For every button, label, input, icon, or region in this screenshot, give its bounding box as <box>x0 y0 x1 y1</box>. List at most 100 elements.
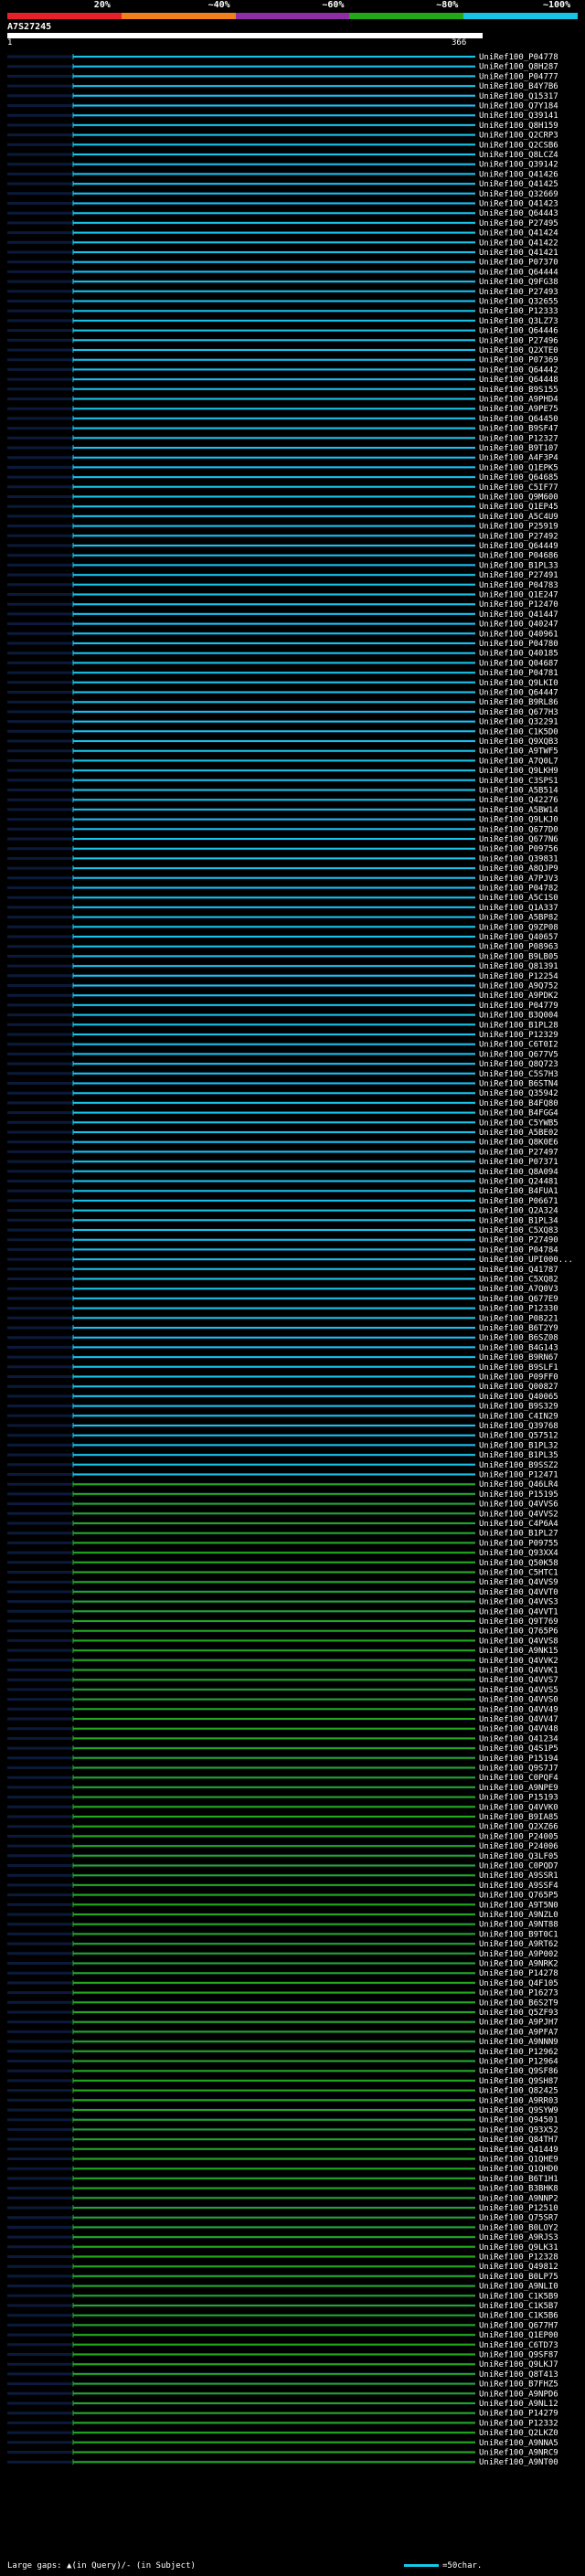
hit-row[interactable]: UniRef100_B4FQ80 <box>7 1099 558 1108</box>
hit-row[interactable]: UniRef100_P27492 <box>7 532 558 541</box>
hit-row[interactable]: UniRef100_Q50K58 <box>7 1559 558 1568</box>
hit-row[interactable]: UniRef100_Q9SF86 <box>7 2067 558 2076</box>
hit-row[interactable]: UniRef100_B4Y7B6 <box>7 82 558 91</box>
hit-row[interactable]: UniRef100_A5C4U9 <box>7 513 558 522</box>
hit-row[interactable]: UniRef100_P06671 <box>7 1197 558 1206</box>
hit-row[interactable]: UniRef100_Q677H7 <box>7 2321 558 2330</box>
hit-row[interactable]: UniRef100_Q4VV47 <box>7 1715 558 1724</box>
hit-row[interactable]: UniRef100_Q41425 <box>7 180 558 189</box>
hit-row[interactable]: UniRef100_P27495 <box>7 219 558 228</box>
hit-row[interactable]: UniRef100_Q39142 <box>7 161 558 170</box>
hit-row[interactable]: UniRef100_B1PL33 <box>7 561 558 570</box>
hit-row[interactable]: UniRef100_B9IA85 <box>7 1813 558 1822</box>
hit-row[interactable]: UniRef100_A9PDK2 <box>7 991 558 1001</box>
hit-row[interactable]: UniRef100_C5HTC1 <box>7 1569 558 1578</box>
hit-row[interactable]: UniRef100_Q64443 <box>7 209 558 218</box>
hit-row[interactable]: UniRef100_P16273 <box>7 1989 558 1998</box>
hit-row[interactable]: UniRef100_P12332 <box>7 2419 558 2428</box>
hit-row[interactable]: UniRef100_A5BE02 <box>7 1129 558 1138</box>
hit-row[interactable]: UniRef100_P27493 <box>7 288 558 297</box>
hit-row[interactable]: UniRef100_P12964 <box>7 2058 558 2067</box>
hit-row[interactable]: UniRef100_Q677E9 <box>7 1295 558 1304</box>
hit-row[interactable]: UniRef100_Q46LR4 <box>7 1480 558 1489</box>
hit-row[interactable]: UniRef100_Q64444 <box>7 268 558 277</box>
hit-row[interactable]: UniRef100_Q8K0E6 <box>7 1139 558 1148</box>
hit-row[interactable]: UniRef100_Q75SR7 <box>7 2214 558 2223</box>
hit-row[interactable]: UniRef100_P12510 <box>7 2204 558 2213</box>
hit-row[interactable]: UniRef100_A9PE75 <box>7 405 558 414</box>
hit-row[interactable]: UniRef100_Q4VVT1 <box>7 1607 558 1617</box>
hit-row[interactable]: UniRef100_A7Q0L7 <box>7 757 558 766</box>
hit-row[interactable]: UniRef100_P12471 <box>7 1471 558 1480</box>
hit-row[interactable]: UniRef100_Q677V5 <box>7 1050 558 1059</box>
hit-row[interactable]: UniRef100_Q1E247 <box>7 591 558 600</box>
hit-row[interactable]: UniRef100_P09756 <box>7 845 558 854</box>
hit-row[interactable]: UniRef100_Q765P6 <box>7 1627 558 1637</box>
hit-row[interactable]: UniRef100_Q677D0 <box>7 825 558 834</box>
hit-row[interactable]: UniRef100_Q64448 <box>7 376 558 385</box>
hit-row[interactable]: UniRef100_A9RJS3 <box>7 2233 558 2242</box>
hit-row[interactable]: UniRef100_P25919 <box>7 523 558 532</box>
hit-row[interactable]: UniRef100_P04784 <box>7 1246 558 1255</box>
hit-row[interactable]: UniRef100_Q94501 <box>7 2116 558 2125</box>
hit-row[interactable]: UniRef100_Q64449 <box>7 542 558 551</box>
hit-row[interactable]: UniRef100_Q39768 <box>7 1422 558 1431</box>
hit-row[interactable]: UniRef100_B0LP75 <box>7 2273 558 2282</box>
hit-row[interactable]: UniRef100_Q15317 <box>7 92 558 101</box>
hit-row[interactable]: UniRef100_A9TWF5 <box>7 747 558 757</box>
hit-row[interactable]: UniRef100_P07369 <box>7 356 558 366</box>
hit-row[interactable]: UniRef100_B9S155 <box>7 386 558 395</box>
hit-row[interactable]: UniRef100_Q32669 <box>7 190 558 199</box>
hit-row[interactable]: UniRef100_Q41422 <box>7 239 558 248</box>
hit-row[interactable]: UniRef100_Q39141 <box>7 111 558 121</box>
hit-row[interactable]: UniRef100_Q9FG38 <box>7 278 558 287</box>
hit-row[interactable]: UniRef100_Q4VVK2 <box>7 1657 558 1666</box>
hit-row[interactable]: UniRef100_Q41424 <box>7 229 558 239</box>
hit-row[interactable]: UniRef100_P24005 <box>7 1832 558 1841</box>
hit-row[interactable]: UniRef100_B1PL35 <box>7 1451 558 1460</box>
hit-row[interactable]: UniRef100_Q49812 <box>7 2263 558 2272</box>
hit-row[interactable]: UniRef100_B9SLF1 <box>7 1363 558 1373</box>
hit-row[interactable]: UniRef100_P12330 <box>7 1305 558 1314</box>
hit-row[interactable]: UniRef100_C1K5B6 <box>7 2312 558 2321</box>
hit-row[interactable]: UniRef100_Q9M600 <box>7 493 558 503</box>
hit-row[interactable]: UniRef100_B3Q004 <box>7 1012 558 1021</box>
hit-row[interactable]: UniRef100_C5XQ82 <box>7 1276 558 1285</box>
hit-row[interactable]: UniRef100_C1K5D0 <box>7 727 558 737</box>
hit-row[interactable]: UniRef100_A9RT62 <box>7 1940 558 1949</box>
hit-row[interactable]: UniRef100_Q4VVS8 <box>7 1637 558 1646</box>
hit-row[interactable]: UniRef100_Q8Q723 <box>7 1060 558 1069</box>
hit-row[interactable]: UniRef100_A9NK15 <box>7 1647 558 1656</box>
hit-row[interactable]: UniRef100_A9NNP2 <box>7 2194 558 2203</box>
hit-row[interactable]: UniRef100_Q9SF87 <box>7 2351 558 2360</box>
hit-row[interactable]: UniRef100_Q9S7J7 <box>7 1765 558 1774</box>
hit-row[interactable]: UniRef100_P12254 <box>7 972 558 981</box>
hit-row[interactable]: UniRef100_Q1EPK5 <box>7 463 558 472</box>
hit-row[interactable]: UniRef100_A9P002 <box>7 1950 558 1959</box>
hit-row[interactable]: UniRef100_Q9LKJ0 <box>7 816 558 825</box>
hit-row[interactable]: UniRef100_Q4VVS3 <box>7 1598 558 1607</box>
hit-row[interactable]: UniRef100_P08963 <box>7 943 558 952</box>
hit-row[interactable]: UniRef100_Q1QHE9 <box>7 2156 558 2165</box>
hit-row[interactable]: UniRef100_Q41787 <box>7 1266 558 1275</box>
hit-row[interactable]: UniRef100_Q2CRP3 <box>7 132 558 141</box>
hit-row[interactable]: UniRef100_Q9SYW9 <box>7 2106 558 2115</box>
hit-row[interactable]: UniRef100_C1K5B9 <box>7 2292 558 2301</box>
hit-row[interactable]: UniRef100_Q81391 <box>7 962 558 971</box>
hit-row[interactable]: UniRef100_Q40657 <box>7 933 558 942</box>
hit-row[interactable]: UniRef100_Q5ZF93 <box>7 2009 558 2018</box>
hit-row[interactable]: UniRef100_Q3LF05 <box>7 1852 558 1861</box>
hit-row[interactable]: UniRef100_C5XQ83 <box>7 1226 558 1235</box>
hit-row[interactable]: UniRef100_Q9T769 <box>7 1617 558 1627</box>
hit-row[interactable]: UniRef100_Q35942 <box>7 1089 558 1098</box>
hit-row[interactable]: UniRef100_A8QJP9 <box>7 864 558 874</box>
hit-row[interactable]: UniRef100_C5S7H3 <box>7 1070 558 1079</box>
hit-row[interactable]: UniRef100_C0PQD7 <box>7 1862 558 1871</box>
hit-row[interactable]: UniRef100_C0PQF4 <box>7 1774 558 1783</box>
hit-row[interactable]: UniRef100_Q4VVS7 <box>7 1676 558 1685</box>
hit-row[interactable]: UniRef100_B1PL32 <box>7 1441 558 1450</box>
hit-row[interactable]: UniRef100_Q9ZP08 <box>7 923 558 932</box>
hit-row[interactable]: UniRef100_P12328 <box>7 2253 558 2263</box>
hit-row[interactable]: UniRef100_P12962 <box>7 2048 558 2057</box>
hit-row[interactable]: UniRef100_Q4VVS2 <box>7 1510 558 1519</box>
